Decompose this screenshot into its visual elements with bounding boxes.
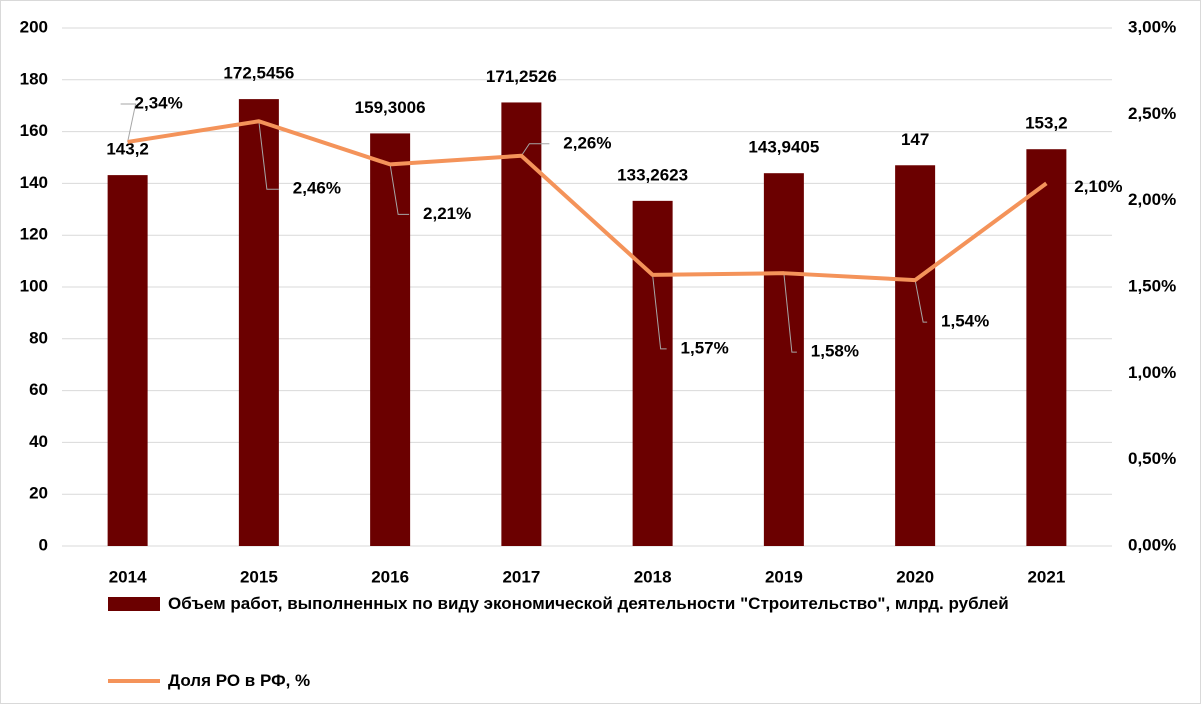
- data-label: 171,2526: [486, 67, 557, 86]
- y2-tick-label: 0,00%: [1128, 535, 1176, 554]
- bar: [1026, 149, 1067, 546]
- data-label: 143,2: [106, 140, 149, 159]
- bar: [501, 102, 542, 547]
- x-tick-label: 2019: [765, 567, 803, 586]
- x-tick-label: 2017: [502, 567, 540, 586]
- y-tick-label: 40: [29, 432, 48, 451]
- y-tick-label: 100: [20, 276, 48, 295]
- bar: [632, 200, 673, 546]
- y2-tick-label: 1,00%: [1128, 363, 1176, 382]
- leader-line: [389, 164, 410, 215]
- bar: [763, 173, 804, 547]
- data-label: 1,54%: [941, 312, 989, 331]
- bar: [895, 165, 936, 546]
- leader-line: [914, 279, 928, 323]
- legend-swatch: [108, 597, 160, 611]
- y-tick-label: 60: [29, 380, 48, 399]
- x-tick-label: 2014: [109, 567, 147, 586]
- y2-tick-label: 3,00%: [1128, 17, 1176, 36]
- legend-swatch: [108, 679, 160, 683]
- data-label: 2,10%: [1074, 177, 1122, 196]
- data-label: 147: [901, 130, 929, 149]
- x-tick-label: 2016: [371, 567, 409, 586]
- legend: Объем работ, выполненных по виду экономи…: [108, 590, 1108, 690]
- leader-line: [783, 273, 797, 353]
- y-tick-label: 80: [29, 328, 48, 347]
- x-tick-label: 2018: [634, 567, 672, 586]
- data-label: 1,58%: [811, 342, 859, 361]
- legend-label: Доля РО в РФ, %: [168, 671, 311, 690]
- x-tick-label: 2020: [896, 567, 934, 586]
- y2-tick-label: 2,50%: [1128, 104, 1176, 123]
- y2-tick-label: 0,50%: [1128, 449, 1176, 468]
- bar: [238, 99, 279, 546]
- y-tick-label: 20: [29, 484, 48, 503]
- data-label: 2,34%: [135, 93, 183, 112]
- leader-line: [652, 274, 667, 350]
- legend-label: Объем работ, выполненных по виду экономи…: [168, 594, 1009, 613]
- data-label: 2,46%: [293, 179, 341, 198]
- data-label: 2,21%: [423, 204, 471, 223]
- y-tick-label: 180: [20, 69, 48, 88]
- leader-line: [520, 143, 550, 157]
- data-label: 133,2623: [617, 165, 688, 184]
- y2-tick-label: 1,50%: [1128, 276, 1176, 295]
- line: [127, 119, 1048, 283]
- data-label: 2,26%: [563, 133, 611, 152]
- x-tick-label: 2021: [1027, 567, 1065, 586]
- data-label: 1,57%: [681, 338, 729, 357]
- y2-tick-label: 2,00%: [1128, 190, 1176, 209]
- y-tick-label: 200: [20, 17, 48, 36]
- x-tick-label: 2015: [240, 567, 278, 586]
- leader-line: [258, 121, 279, 190]
- leader-line: [120, 103, 137, 143]
- data-label: 153,2: [1025, 114, 1068, 133]
- data-label: 159,3006: [355, 98, 426, 117]
- y-tick-label: 0: [39, 535, 48, 554]
- data-label: 143,9405: [748, 138, 819, 157]
- y-tick-label: 120: [20, 225, 48, 244]
- y-tick-label: 140: [20, 173, 48, 192]
- bar: [107, 175, 148, 546]
- bar: [370, 133, 411, 547]
- data-label: 172,5456: [223, 64, 294, 83]
- y-tick-label: 160: [20, 121, 48, 140]
